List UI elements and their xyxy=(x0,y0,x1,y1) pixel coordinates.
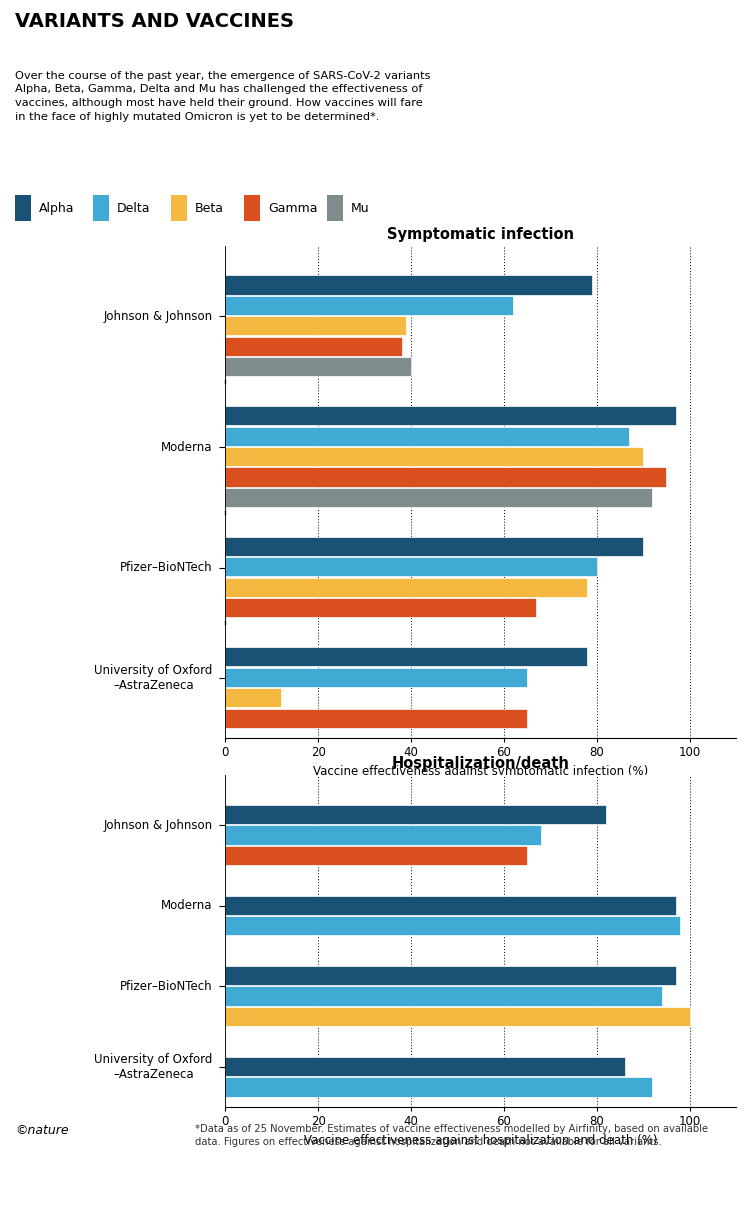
Bar xyxy=(225,538,643,556)
Bar xyxy=(225,966,676,985)
Bar xyxy=(225,578,587,597)
Bar xyxy=(225,557,597,577)
Bar xyxy=(225,296,513,315)
Text: *Data as of 25 November. Estimates of vaccine effectiveness modelled by Airfinit: *Data as of 25 November. Estimates of va… xyxy=(195,1124,708,1148)
FancyBboxPatch shape xyxy=(244,196,260,220)
Bar xyxy=(225,406,676,426)
Bar xyxy=(225,647,587,667)
X-axis label: Vaccine effectiveness against symptomatic infection (%): Vaccine effectiveness against symptomati… xyxy=(313,765,648,777)
Bar xyxy=(225,804,606,824)
Bar xyxy=(225,895,676,915)
Bar xyxy=(225,1077,653,1096)
Text: Alpha: Alpha xyxy=(39,202,74,214)
FancyBboxPatch shape xyxy=(15,196,31,220)
Text: VARIANTS AND VACCINES: VARIANTS AND VACCINES xyxy=(15,12,294,31)
Bar xyxy=(225,1057,625,1076)
Title: Symptomatic infection: Symptomatic infection xyxy=(387,228,575,242)
Bar xyxy=(225,488,653,507)
Bar xyxy=(225,427,629,445)
Title: Hospitalization/death: Hospitalization/death xyxy=(392,756,569,771)
FancyBboxPatch shape xyxy=(327,196,343,220)
Text: Beta: Beta xyxy=(195,202,224,214)
Bar xyxy=(225,668,527,686)
X-axis label: Vaccine effectiveness against hospitalization and death (%): Vaccine effectiveness against hospitaliz… xyxy=(304,1134,657,1146)
Bar xyxy=(225,598,536,617)
Bar xyxy=(225,337,402,355)
Bar xyxy=(225,357,411,376)
Bar xyxy=(225,276,592,295)
Bar xyxy=(225,446,643,466)
FancyBboxPatch shape xyxy=(171,196,187,220)
Bar xyxy=(225,1007,689,1026)
Bar xyxy=(225,467,666,487)
Bar xyxy=(225,316,406,336)
Bar xyxy=(225,688,281,707)
Bar xyxy=(225,986,662,1006)
Bar xyxy=(225,846,527,866)
Text: Mu: Mu xyxy=(351,202,369,214)
Text: Over the course of the past year, the emergence of SARS-CoV-2 variants
Alpha, Be: Over the course of the past year, the em… xyxy=(15,71,430,122)
Text: ©nature: ©nature xyxy=(15,1124,68,1138)
Bar xyxy=(225,916,680,936)
Text: Gamma: Gamma xyxy=(268,202,318,214)
Bar xyxy=(225,708,527,728)
Bar xyxy=(225,825,541,845)
FancyBboxPatch shape xyxy=(93,196,109,220)
Text: Delta: Delta xyxy=(117,202,150,214)
